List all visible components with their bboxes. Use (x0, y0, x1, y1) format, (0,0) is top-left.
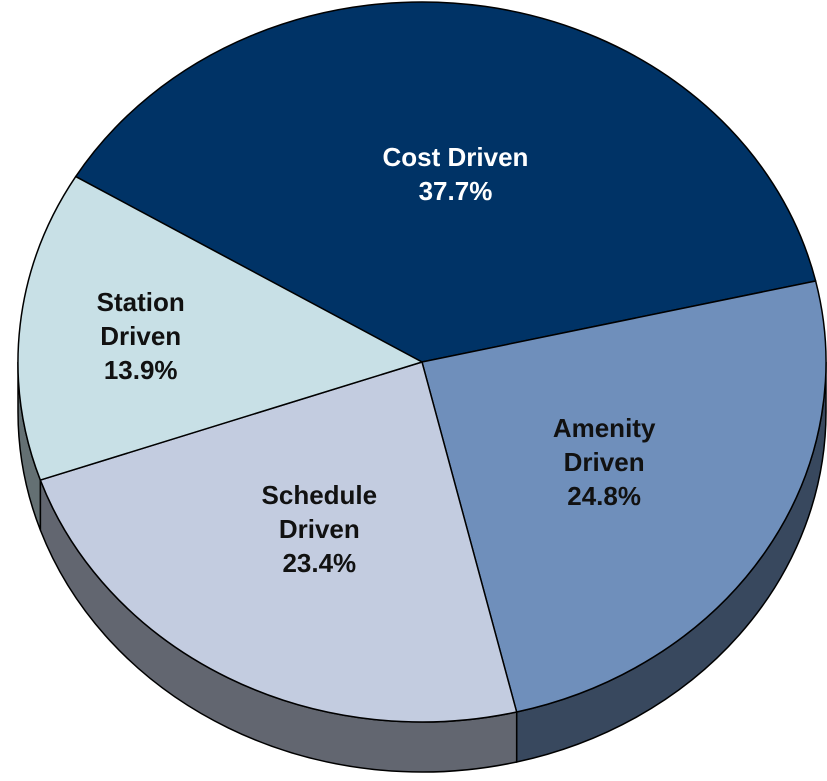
value-label: 24.8% (567, 481, 641, 512)
pie-slice (421, 280, 827, 713)
value-label: 37.7% (418, 175, 493, 206)
category-label: Schedule Driven (261, 480, 378, 545)
label-box: Station Driven 13.9% (56, 266, 226, 406)
pie-slice (17, 175, 423, 481)
label-box: Cost Driven 37.7% (295, 104, 615, 244)
category-label: Station Driven (96, 286, 185, 351)
pie-slice (39, 361, 518, 723)
category-label: Cost Driven (382, 141, 529, 172)
value-label: 23.4% (282, 548, 357, 579)
label-box: Schedule Driven 23.4% (234, 459, 404, 599)
pie-slice (74, 1, 817, 363)
label-box: Amenity Driven 24.8% (519, 392, 689, 532)
category-label: Amenity Driven (552, 413, 656, 478)
value-label: 13.9% (103, 354, 178, 385)
